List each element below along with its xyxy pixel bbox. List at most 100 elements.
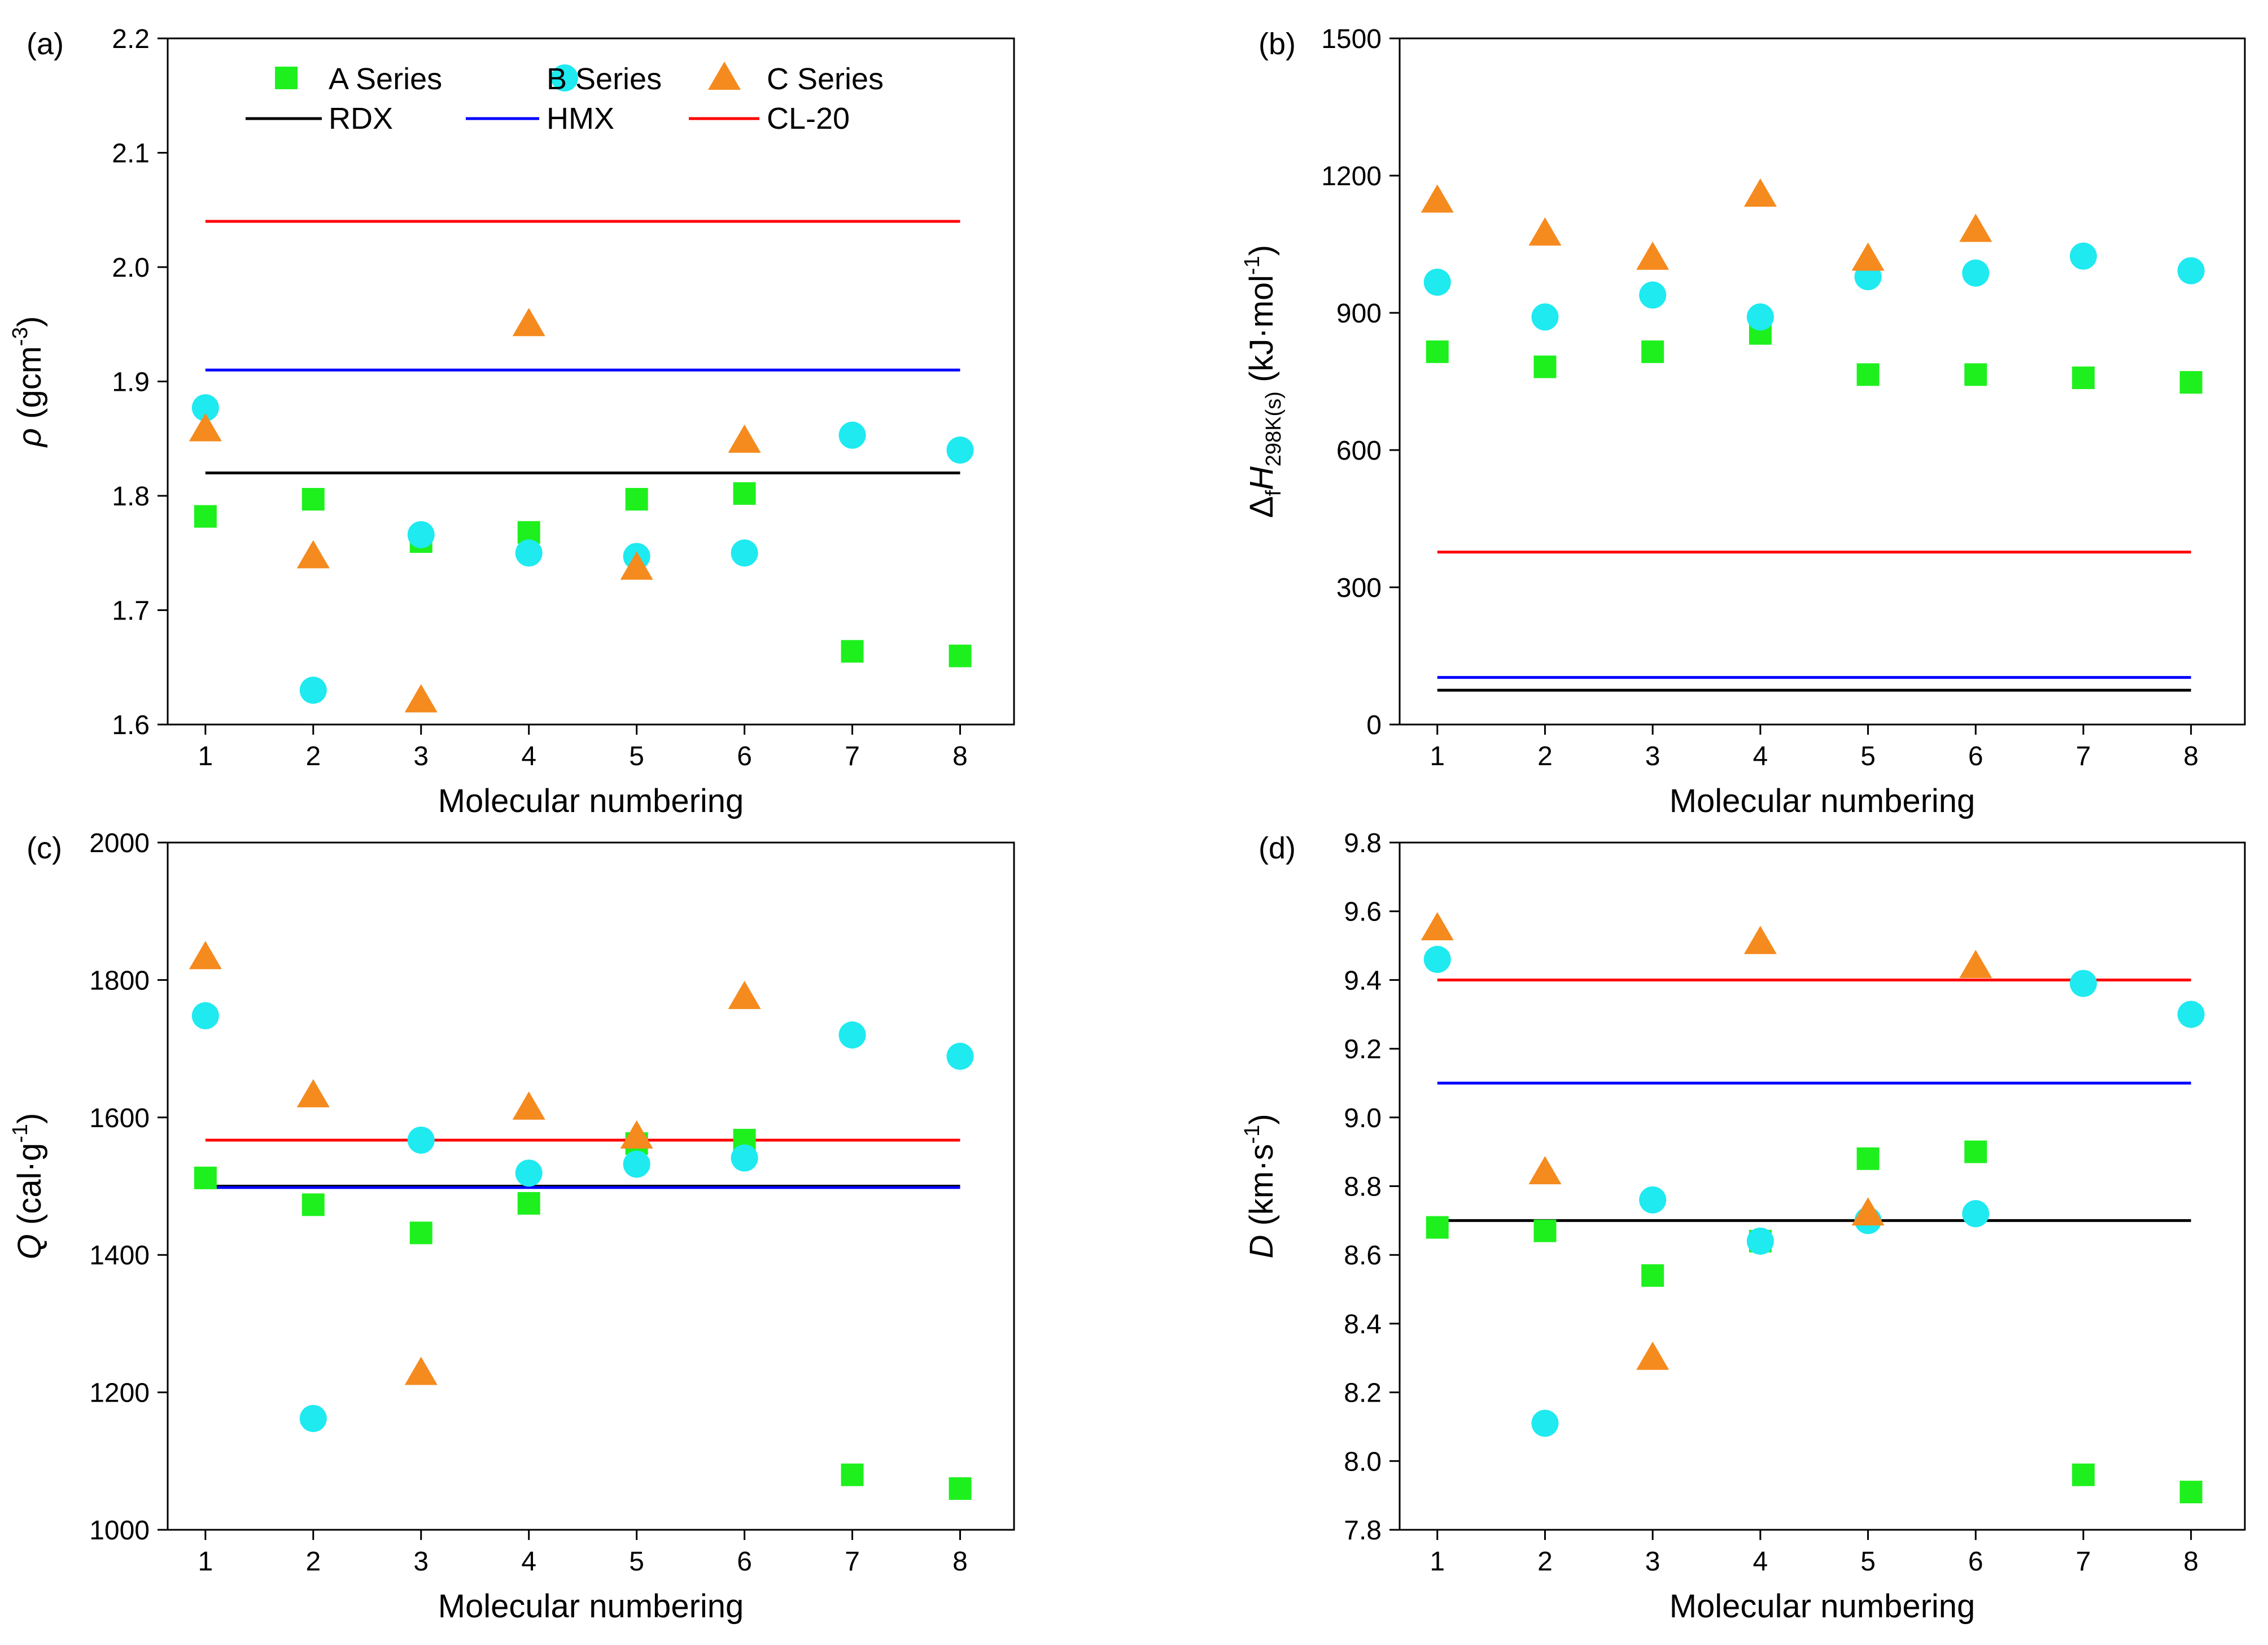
point-c-series (620, 551, 653, 580)
x-tick-label: 4 (1753, 1547, 1768, 1577)
y-axis-label: Q (cal·g-1) (8, 1113, 48, 1259)
y-tick-label: 8.2 (1344, 1378, 1382, 1408)
point-a-series (1641, 1264, 1664, 1287)
point-a-series (625, 488, 648, 511)
y-tick-label: 1400 (89, 1241, 150, 1271)
point-a-series (2179, 371, 2203, 394)
x-tick-label: 3 (413, 1547, 429, 1577)
legend-marker-b (551, 64, 578, 91)
legend-label: RDX (329, 102, 393, 136)
y-tick-label: 2.2 (112, 24, 150, 54)
y-tick-label: 8.8 (1344, 1172, 1382, 1202)
y-axis-label: ρ (gcm-3) (8, 316, 48, 448)
x-tick-label: 7 (2076, 741, 2091, 771)
x-tick-label: 1 (1430, 741, 1445, 771)
point-c-series (1959, 950, 1992, 979)
legend: A Series B Series C Series RDX HMX CL-20 (246, 62, 884, 136)
point-b-series (1746, 1227, 1774, 1255)
point-b-series (1639, 1186, 1667, 1214)
x-tick-label: 4 (1753, 741, 1768, 771)
point-a-series (733, 482, 756, 505)
x-tick-label: 1 (1430, 1547, 1445, 1577)
point-a-series (301, 1193, 325, 1216)
x-tick-label: 5 (1860, 1547, 1876, 1577)
point-b-series (946, 1042, 974, 1070)
y-tick-label: 1.9 (112, 368, 150, 398)
x-tick-label: 2 (1537, 1547, 1553, 1577)
point-a-series (949, 644, 972, 667)
x-tick-label: 7 (845, 741, 860, 771)
point-b-series (191, 394, 219, 422)
point-b-series (1639, 281, 1667, 309)
point-c-series (404, 684, 438, 713)
point-a-series (1533, 1219, 1557, 1242)
point-c-series (1636, 1341, 1670, 1370)
point-c-series (1851, 1197, 1885, 1226)
plot-frame (167, 841, 1015, 1531)
y-tick-label: 1.7 (112, 596, 150, 626)
y-tick-label: 1000 (89, 1516, 150, 1546)
point-a-series (194, 1166, 217, 1189)
y-tick-label: 1200 (1321, 162, 1382, 191)
point-b-series (1746, 303, 1774, 331)
y-tick-label: 300 (1336, 573, 1382, 603)
point-b-series (838, 1021, 866, 1049)
x-tick-label: 8 (952, 741, 968, 771)
point-c-series (728, 980, 761, 1009)
point-a-series (1964, 363, 1987, 386)
point-b-series (515, 1159, 543, 1187)
point-a-series (1426, 340, 1449, 363)
point-c-series (404, 1356, 438, 1385)
legend-label: C Series (767, 62, 884, 96)
x-tick-label: 2 (305, 1547, 321, 1577)
y-tick-label: 8.0 (1344, 1447, 1382, 1477)
point-a-series (949, 1477, 972, 1500)
x-tick-label: 7 (2076, 1547, 2091, 1577)
panel-label: (d) (1258, 831, 1296, 865)
x-tick-label: 5 (1860, 741, 1876, 771)
point-b-series (515, 539, 543, 567)
point-b-series (838, 421, 866, 449)
x-tick-label: 2 (305, 741, 321, 771)
x-tick-label: 2 (1537, 741, 1553, 771)
point-a-series (1964, 1140, 1987, 1163)
y-tick-label: 2.1 (112, 139, 150, 169)
x-tick-label: 3 (1645, 741, 1660, 771)
point-a-series (2072, 1463, 2095, 1486)
point-b-series (623, 1150, 650, 1178)
y-axis-label: ΔfH298K(s) (kJ·mol-1) (1240, 245, 1286, 518)
point-c-series (1528, 217, 1562, 246)
point-a-series (841, 640, 864, 663)
y-tick-label: 1600 (89, 1103, 150, 1133)
y-tick-label: 9.2 (1344, 1035, 1382, 1064)
point-b-series (731, 539, 758, 567)
x-tick-label: 6 (737, 1547, 752, 1577)
y-tick-label: 9.4 (1344, 966, 1382, 996)
point-b-series (1531, 303, 1559, 331)
legend-label: CL-20 (767, 102, 850, 136)
x-axis-label: Molecular numbering (1670, 1588, 1976, 1625)
x-axis-label: Molecular numbering (1670, 783, 1976, 819)
point-c-series (189, 941, 222, 970)
y-tick-label: 9.8 (1344, 828, 1382, 858)
point-c-series (1851, 242, 1885, 271)
point-b-series (2069, 970, 2097, 997)
y-tick-label: 1800 (89, 966, 150, 996)
point-a-series (2072, 366, 2095, 390)
x-tick-label: 6 (737, 741, 752, 771)
point-b-series (407, 1126, 435, 1154)
panel-2: (b) 1 2 3 4 5 6 7 8 0 300 600 900 1200 1500 Molecular n… (1240, 24, 2246, 819)
x-tick-label: 7 (845, 1547, 860, 1577)
point-c-series (1528, 1156, 1562, 1185)
y-tick-label: 1.6 (112, 710, 150, 740)
point-b-series (191, 1002, 219, 1029)
y-tick-label: 9.0 (1344, 1103, 1382, 1133)
point-c-series (512, 1091, 545, 1120)
panel-label: (b) (1258, 27, 1296, 61)
y-tick-label: 8.6 (1344, 1241, 1382, 1271)
x-tick-label: 1 (198, 1547, 213, 1577)
x-tick-label: 4 (521, 1547, 536, 1577)
x-tick-label: 5 (629, 741, 644, 771)
legend-label: A Series (329, 62, 442, 96)
